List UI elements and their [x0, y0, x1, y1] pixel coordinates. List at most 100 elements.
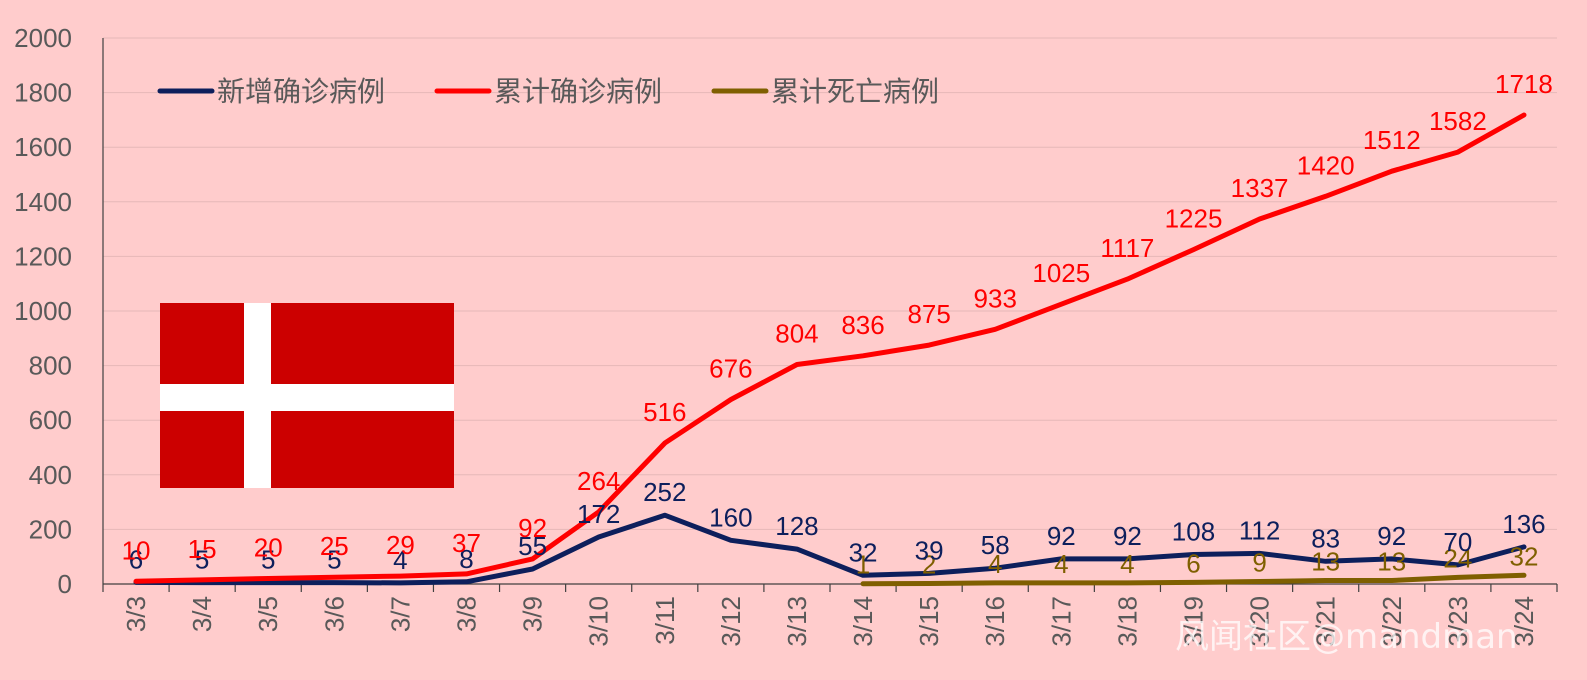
data-label: 5 [261, 545, 275, 575]
y-tick-label: 400 [29, 460, 72, 490]
x-axis-ticks: 3/3 3/4 3/5 3/6 3/7 3/8 3/9 3/10 3/11 3/12 3/13 3/1… [121, 596, 1539, 647]
y-tick-label: 1800 [14, 78, 72, 108]
data-label: 4 [393, 545, 407, 575]
y-tick-label: 1400 [14, 187, 72, 217]
x-tick-label: 3/20 [1245, 596, 1275, 647]
data-label: 37 [452, 528, 481, 558]
data-label: 92 [518, 513, 547, 543]
x-tick-label: 3/17 [1046, 596, 1076, 647]
legend-entry: 新增确诊病例 [157, 75, 385, 108]
data-label: 32 [1509, 541, 1538, 571]
x-tick-label: 3/21 [1311, 596, 1341, 647]
data-label: 516 [643, 397, 686, 427]
data-label: 25 [320, 531, 349, 561]
x-tick-label: 3/15 [914, 596, 944, 647]
data-label: 1025 [1032, 258, 1090, 288]
x-tick-label: 3/7 [385, 596, 415, 632]
y-tick-label: 0 [58, 569, 72, 599]
y-tick-label: 200 [29, 514, 72, 544]
data-label: 4 [1054, 549, 1068, 579]
x-tick-label: 3/14 [848, 596, 878, 647]
data-label: 1 [856, 550, 870, 580]
data-label: 1420 [1297, 150, 1355, 180]
x-tick-label: 3/23 [1443, 596, 1473, 647]
y-tick-label: 1000 [14, 296, 72, 326]
data-label: 39 [915, 535, 944, 565]
data-label: 1337 [1231, 173, 1289, 203]
data-label: 136 [1502, 509, 1545, 539]
data-label: 836 [841, 310, 884, 340]
x-tick-label: 3/16 [980, 596, 1010, 647]
data-label: 92 [1047, 521, 1076, 551]
data-label: 13 [1311, 546, 1340, 576]
x-tick-label: 3/12 [716, 596, 746, 647]
x-tick-label: 3/4 [187, 596, 217, 632]
y-tick-label: 600 [29, 405, 72, 435]
data-label: 4 [988, 549, 1002, 579]
data-label: 92 [1113, 521, 1142, 551]
series-lines [133, 112, 1527, 587]
data-label: 6 [129, 544, 143, 574]
x-tick-label: 3/24 [1509, 596, 1539, 647]
data-label: 20 [254, 533, 283, 563]
legend-label: 累计确诊病例 [494, 75, 662, 108]
legend-label: 新增确诊病例 [217, 75, 385, 108]
x-tick-label: 3/11 [650, 596, 680, 645]
flag-cross-horizontal [160, 384, 454, 411]
data-label: 15 [188, 534, 217, 564]
legend-entry: 累计确诊病例 [434, 75, 662, 108]
x-tick-label: 3/13 [782, 596, 812, 647]
legend-entry: 累计死亡病例 [711, 75, 939, 108]
data-label: 252 [643, 477, 686, 507]
data-label: 264 [577, 466, 620, 496]
data-label: 1718 [1495, 69, 1553, 99]
data-label: 1512 [1363, 125, 1421, 155]
y-tick-label: 800 [29, 351, 72, 381]
series-line-2 [860, 572, 1527, 587]
data-label: 29 [386, 530, 415, 560]
x-tick-label: 3/10 [584, 596, 614, 647]
data-label: 24 [1443, 543, 1472, 573]
data-label: 172 [577, 499, 620, 529]
x-tick-label: 3/19 [1179, 596, 1209, 647]
data-label: 5 [195, 545, 209, 575]
data-label: 875 [907, 299, 950, 329]
y-axis-ticks: 0 200 400 600 800 1000 1200 1400 1600 1800 2000 [14, 23, 72, 599]
data-label: 70 [1443, 527, 1472, 557]
data-label: 933 [974, 283, 1017, 313]
x-tick-label: 3/18 [1112, 596, 1142, 647]
data-label: 1582 [1429, 106, 1487, 136]
data-label: 108 [1172, 517, 1215, 547]
data-label: 1117 [1100, 233, 1154, 263]
series-line-0 [133, 512, 1527, 586]
x-tick-label: 3/22 [1377, 596, 1407, 647]
data-label: 9 [1252, 548, 1266, 578]
x-tick-label: 3/3 [121, 596, 151, 632]
data-label: 5 [327, 545, 341, 575]
legend-label: 累计死亡病例 [771, 75, 939, 108]
x-tick-label: 3/6 [319, 596, 349, 632]
data-label: 8 [459, 544, 473, 574]
y-tick-label: 1600 [14, 132, 72, 162]
y-tick-label: 1200 [14, 241, 72, 271]
y-tick-label: 2000 [14, 23, 72, 53]
data-label: 676 [709, 353, 752, 383]
data-label: 83 [1311, 523, 1340, 553]
data-label: 160 [709, 502, 752, 532]
series-line-1 [133, 112, 1527, 584]
data-label: 2 [922, 549, 936, 579]
x-tick-label: 3/8 [452, 596, 482, 632]
data-label: 58 [981, 530, 1010, 560]
denmark-flag [160, 303, 454, 488]
data-label: 112 [1239, 515, 1280, 545]
data-label: 128 [775, 511, 818, 541]
data-label: 1225 [1165, 204, 1223, 234]
watermark: 风闻社区@mandman [1175, 617, 1518, 657]
data-label: 32 [849, 537, 878, 567]
data-label: 804 [775, 319, 818, 349]
data-label: 92 [1377, 521, 1406, 551]
data-label: 55 [518, 531, 547, 561]
data-label: 4 [1120, 549, 1134, 579]
